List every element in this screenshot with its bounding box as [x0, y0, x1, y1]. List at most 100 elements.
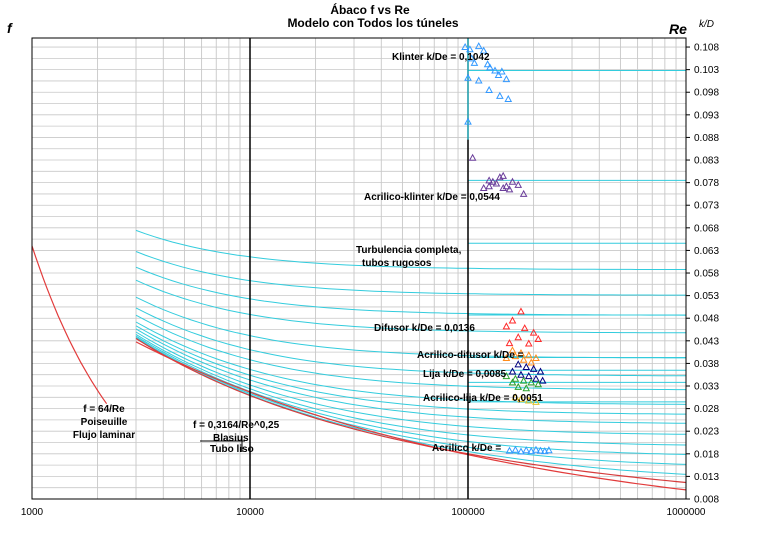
y-tick-label: 0.073 [694, 201, 719, 212]
annotation-klinter: Klinter k/De = 0,1042 [392, 52, 490, 63]
annotation-acrilico-difusor: Acrilico-difusor k/De = [417, 350, 524, 361]
data-point [485, 182, 493, 190]
y-tick-label: 0.043 [694, 336, 719, 347]
data-point [511, 352, 520, 360]
data-point [517, 307, 525, 315]
data-point [485, 85, 493, 93]
data-point [466, 45, 474, 53]
data-point [464, 73, 472, 81]
right-axis-label: k/D [699, 19, 714, 30]
annotation-poiseuille-3: Flujo laminar [73, 430, 135, 441]
data-point [532, 397, 540, 405]
annotation-blasius-3: Tubo liso [210, 444, 254, 455]
roughness-curve [135, 307, 687, 377]
roughness-curve [135, 331, 687, 435]
data-point [527, 378, 536, 386]
y-tick-label: 0.038 [694, 359, 719, 370]
data-point [508, 346, 517, 354]
data-point [517, 395, 525, 403]
data-point [499, 171, 508, 179]
data-point [529, 364, 538, 372]
data-point [505, 339, 514, 347]
data-point [519, 189, 528, 197]
roughness-curve [135, 325, 686, 415]
data-point [502, 322, 511, 330]
data-point [486, 63, 494, 71]
data-point [485, 176, 493, 184]
data-point [474, 42, 483, 50]
y-tick-label: 0.053 [694, 291, 719, 302]
data-point [502, 353, 511, 361]
data-point [494, 71, 503, 79]
y-tick-label: 0.018 [694, 449, 719, 460]
data-point [532, 374, 540, 382]
y-tick-label: 0.083 [694, 156, 719, 167]
annotation-turbulencia-1: Turbulencia completa, [356, 245, 462, 256]
y-tick-label: 0.078 [694, 178, 719, 189]
data-point [520, 324, 529, 332]
data-point [505, 446, 514, 454]
x-tick-label: 1000 [21, 507, 44, 518]
left-axis-label: f [7, 20, 13, 36]
annotation-blasius-2: Blasius [213, 433, 249, 444]
annotation-acrilico: Acrilico k/De = [432, 443, 501, 454]
data-point [536, 367, 545, 375]
annotation-acrilico-lija: Acrilico-lija k/De = 0,0051 [423, 393, 543, 404]
data-point [534, 334, 543, 343]
data-point [514, 382, 523, 390]
y-tick-label: 0.063 [694, 246, 719, 257]
roughness-curve [135, 336, 687, 465]
y-tick-label: 0.033 [694, 382, 719, 393]
annotation-lija: Lija k/De = 0,0085 [423, 369, 507, 380]
annotation-poiseuille-2: Poiseuille [81, 417, 128, 428]
annotation-acrilico-klinter: Acrilico-klinter k/De = 0,0544 [364, 192, 500, 203]
roughness-curve [135, 333, 687, 446]
data-point [479, 184, 488, 192]
data-point [511, 393, 520, 401]
annotation-poiseuille-1: f = 64/Re [83, 404, 125, 415]
roughness-curve [135, 314, 686, 391]
data-point [524, 351, 533, 359]
data-point [534, 380, 543, 388]
data-point [514, 333, 523, 341]
data-point [479, 46, 488, 54]
data-point [545, 446, 553, 454]
data-point [522, 362, 531, 371]
x-tick-label: 1000000 [667, 507, 706, 518]
data-point [496, 91, 504, 99]
y-tick-label: 0.028 [694, 404, 719, 415]
data-point [508, 378, 517, 386]
roughness-curve [135, 279, 686, 334]
data-point [474, 76, 483, 84]
y-tick-label: 0.103 [694, 65, 719, 76]
smooth-pipe-curve [135, 337, 687, 484]
roughness-curve [135, 321, 687, 405]
roughness-curve [135, 229, 686, 270]
data-point [504, 94, 513, 103]
data-point [524, 372, 533, 380]
y-tick-label: 0.068 [694, 223, 719, 234]
data-point [492, 179, 501, 187]
plot-frame [31, 37, 687, 500]
data-point [522, 384, 531, 392]
data-point [464, 117, 472, 125]
data-point [491, 66, 499, 74]
chart-title-line1: Ábaco f vs Re [330, 2, 410, 17]
data-point [502, 182, 511, 190]
data-point [467, 54, 476, 62]
y-tick-label: 0.108 [694, 43, 719, 54]
data-point [519, 355, 528, 363]
data-point [508, 316, 517, 324]
data-point [502, 372, 511, 380]
data-point [511, 374, 520, 382]
top-axis-label: Re [669, 21, 687, 37]
data-point [505, 185, 514, 193]
data-point [522, 446, 531, 454]
data-point [519, 376, 528, 384]
data-point [527, 358, 536, 366]
data-point [517, 348, 525, 357]
data-point [498, 67, 506, 75]
data-point [483, 60, 492, 68]
data-point [468, 153, 477, 161]
annotation-difusor: Difusor k/De = 0,0136 [374, 323, 475, 334]
